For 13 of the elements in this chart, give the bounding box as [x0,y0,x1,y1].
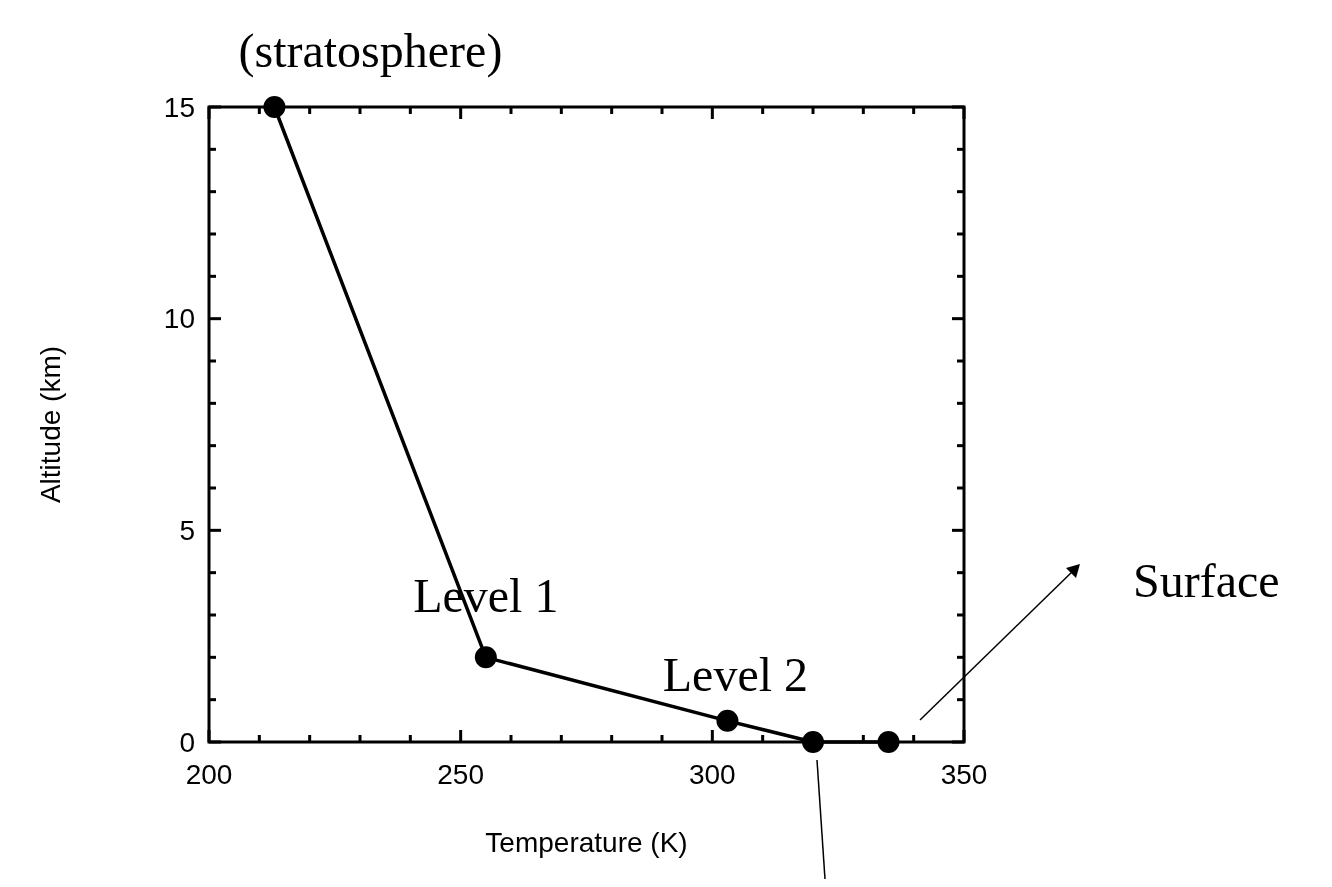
x-tick-label: 250 [437,759,485,790]
x-axis-title: Temperature (K) [485,827,688,858]
text: Surface [1133,554,1280,607]
y-axis-title: Altitude (km) [35,345,66,504]
y-tick-label: 15 [163,91,195,123]
x-tick-label: 200 [185,759,233,790]
y-tick-label: 0 [179,726,195,758]
x-tick-label: 300 [688,759,736,790]
y-tick-label: 10 [163,303,195,335]
x-tick-label: 350 [940,759,988,790]
annotation: (stratosphere) [238,24,503,78]
y-tick-label: 5 [179,515,195,547]
annotation: Level 2 [662,647,809,701]
